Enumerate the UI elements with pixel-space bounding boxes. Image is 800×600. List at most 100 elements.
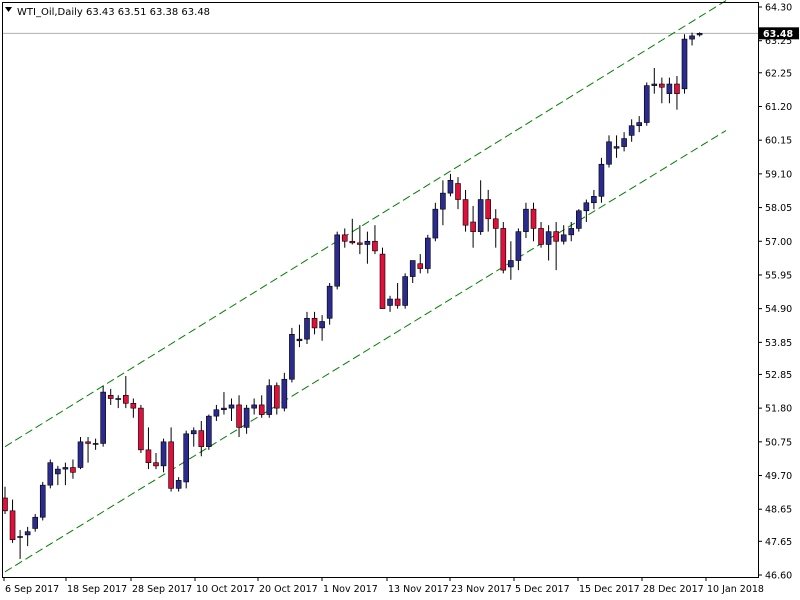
x-tick-label: 13 Nov 2017	[388, 584, 449, 595]
candle-body-bear	[394, 298, 401, 306]
candle-body-bull	[326, 285, 333, 319]
candle	[515, 228, 522, 271]
candle-body-bear	[9, 510, 16, 541]
candle-body-bull	[319, 321, 325, 329]
candle	[213, 404, 220, 421]
candle-body-bull	[440, 192, 446, 210]
candle-body-bull	[424, 237, 431, 269]
candle	[153, 453, 159, 470]
candle	[160, 438, 167, 473]
candle	[304, 311, 310, 344]
candle-body-bull	[681, 38, 688, 90]
candle	[659, 77, 665, 104]
candle	[206, 414, 212, 450]
candle	[190, 427, 197, 447]
candle	[183, 430, 189, 489]
y-tick-label: 60.15	[765, 136, 792, 147]
candle-body-bear	[462, 199, 469, 226]
candle	[674, 75, 680, 110]
candle	[508, 241, 514, 280]
candle-body-bear	[70, 467, 76, 473]
candle	[334, 231, 341, 290]
candle-body-bull	[545, 231, 552, 245]
price-tag-background	[759, 27, 799, 40]
candle	[296, 324, 303, 348]
candle-body-bear	[357, 242, 363, 245]
candle-body-bear	[198, 430, 205, 447]
y-tick-label: 52.85	[765, 370, 792, 381]
candle-body-bull	[591, 196, 597, 204]
candle	[545, 225, 552, 261]
symbol-label: WTI_Oil,Daily	[17, 7, 83, 18]
candle	[681, 34, 688, 94]
candle-body-bull	[92, 443, 99, 445]
candle-body-bear	[417, 263, 424, 269]
channel-layer	[4, 0, 727, 573]
candle	[598, 157, 605, 203]
candle	[613, 135, 620, 158]
candle	[24, 526, 31, 547]
candle	[651, 67, 658, 94]
y-tick-label: 46.60	[765, 571, 792, 582]
candle	[417, 254, 424, 274]
candle-body-bull	[296, 338, 303, 342]
candle	[107, 388, 114, 405]
x-axis: 6 Sep 2017 18 Sep 2017 28 Sep 2017 10 Oct 2…	[3, 577, 764, 595]
candle-body-bull	[39, 484, 46, 518]
candle	[568, 222, 575, 242]
candle	[138, 404, 144, 454]
candle	[643, 82, 650, 126]
candle-body-bull	[32, 516, 39, 529]
candle-body-bear	[341, 234, 348, 242]
candle-body-bear	[85, 441, 91, 444]
candle	[538, 222, 544, 248]
candle-body-bear	[349, 240, 356, 244]
candle-body-bull	[409, 260, 416, 277]
candle-body-bear	[538, 228, 544, 245]
candle	[553, 222, 559, 271]
channel-line-upper[interactable]	[4, 0, 727, 448]
candle-body-bear	[145, 449, 152, 463]
x-tick-label: 1 Nov 2017	[323, 584, 378, 595]
candle-body-bear	[138, 407, 144, 451]
ohlc-label: 63.43 63.51 63.38 63.48	[86, 7, 210, 18]
candle	[477, 180, 484, 235]
candle	[70, 459, 76, 479]
candle-body-bull	[477, 199, 484, 232]
x-tick-label: 10 Jan 2018	[707, 584, 764, 595]
candle-body-bull	[508, 260, 514, 268]
y-tick-label: 49.70	[765, 471, 792, 482]
candle	[409, 260, 416, 283]
candle-body-bull	[206, 415, 212, 447]
candle-body-bull	[228, 404, 235, 409]
y-tick-label: 59.10	[765, 169, 792, 180]
candle	[470, 205, 476, 248]
candle	[251, 398, 257, 415]
candle-body-bull	[643, 85, 650, 123]
candle-body-bear	[379, 253, 386, 309]
candle-body-bear	[130, 403, 137, 409]
candle	[175, 477, 182, 492]
dropdown-triangle-icon[interactable]	[5, 7, 12, 12]
channel-line-lower[interactable]	[4, 130, 727, 573]
candle	[402, 273, 408, 309]
candle-body-bull	[636, 122, 643, 127]
candle	[530, 202, 537, 242]
candle-body-bull	[183, 433, 189, 483]
candle	[621, 132, 627, 152]
y-tick-label: 63.25	[765, 36, 792, 47]
candle-body-bear	[470, 221, 476, 232]
candle	[696, 32, 703, 37]
x-tick-label: 28 Sep 2017	[132, 584, 192, 595]
candle	[485, 189, 492, 232]
candle	[145, 427, 152, 470]
y-axis: 64.30 63.25 62.25 61.20 60.15 59.10 58.05 57.00…	[758, 3, 792, 582]
candle	[77, 437, 84, 470]
candle-body-bear	[311, 317, 318, 329]
candle-body-bull	[613, 146, 620, 149]
x-tick-label: 5 Dec 2017	[515, 584, 570, 595]
y-tick-label: 54.90	[765, 304, 792, 315]
candle	[636, 116, 643, 133]
candle	[39, 481, 46, 521]
